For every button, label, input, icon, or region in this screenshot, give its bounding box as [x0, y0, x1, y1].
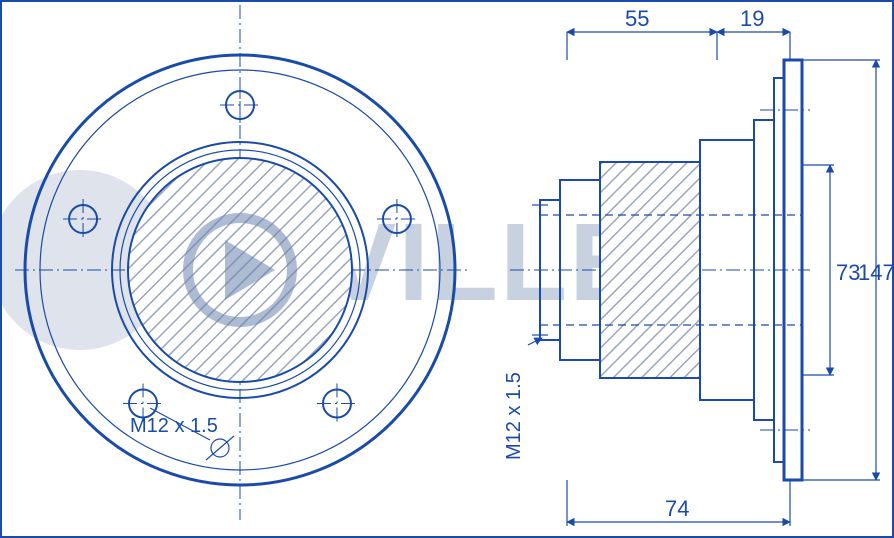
dim-19: 19 — [717, 6, 790, 60]
dim-73-value: 73 — [836, 260, 860, 285]
dim-55: 55 — [567, 6, 717, 60]
dim-147-value: 147 — [858, 260, 894, 285]
front-thread-label: M12 x 1.5 — [130, 415, 218, 437]
dim-73: 73 — [802, 165, 860, 375]
dim-55-value: 55 — [625, 6, 649, 31]
thread-leader-side — [528, 338, 542, 345]
dim-74: 74 — [567, 480, 790, 526]
side-thread-label: M12 x 1.5 — [503, 372, 525, 460]
dim-74-value: 74 — [665, 496, 689, 521]
hub-body-hatched — [600, 162, 700, 378]
dim-19-value: 19 — [740, 6, 764, 31]
